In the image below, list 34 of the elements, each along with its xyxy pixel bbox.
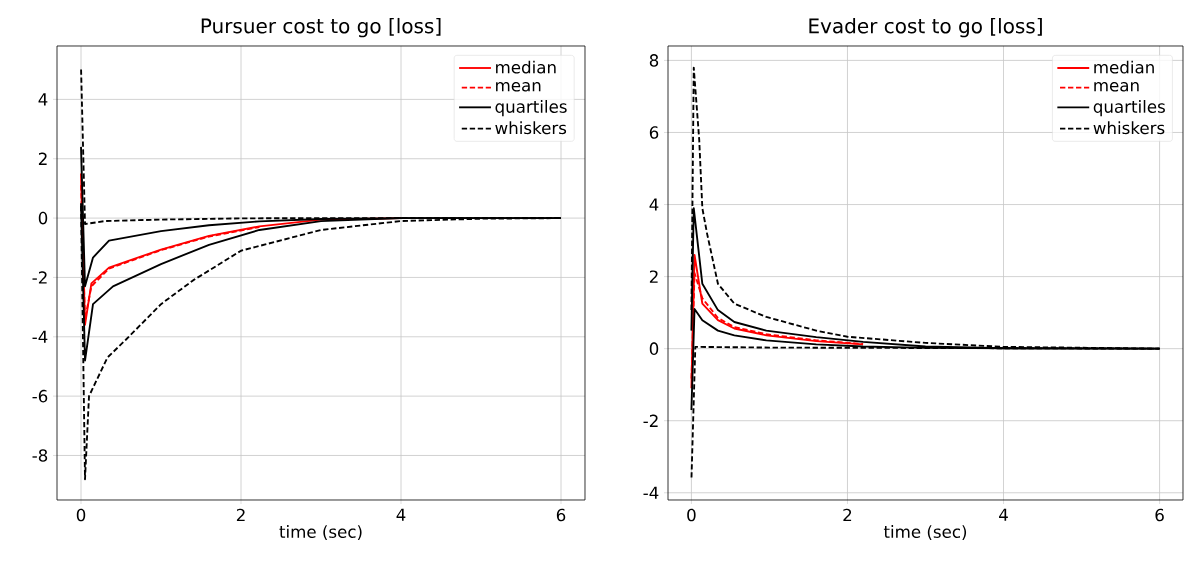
y-tick-label: -6 (32, 389, 48, 403)
y-tick-label: 4 (649, 198, 659, 211)
x-tick-label: 6 (1155, 508, 1164, 522)
x-tick-label: 6 (556, 508, 566, 522)
y-tick-label: -2 (32, 271, 47, 284)
legend-label: quartiles (1093, 100, 1165, 117)
y-tick-label: -4 (643, 486, 659, 499)
y-tick-label: 2 (649, 270, 658, 283)
x-axis-title: time (sec) (279, 525, 362, 540)
y-tick-label: 4 (38, 93, 48, 106)
y-tick-label: -8 (32, 449, 48, 462)
y-tick-label: 0 (38, 211, 48, 225)
legend-label: whiskers (1093, 121, 1165, 135)
x-tick-label: 4 (999, 508, 1008, 521)
y-tick-label: -2 (643, 414, 658, 427)
x-tick-label: 2 (843, 508, 852, 522)
legend-label: mean (1094, 82, 1139, 92)
y-tick-label: 2 (38, 152, 47, 165)
legend-label: median (1094, 60, 1154, 74)
x-axis-title: time (sec) (883, 525, 967, 540)
legend-label: quartiles (495, 99, 567, 117)
legend-label: mean (496, 82, 541, 92)
x-tick-label: 0 (76, 508, 86, 522)
x-tick-label: 0 (687, 508, 696, 522)
x-tick-label: 4 (396, 508, 406, 521)
y-tick-label: 0 (649, 342, 659, 355)
legend-label: whiskers (495, 121, 567, 135)
y-tick-label: 8 (649, 54, 659, 67)
chart-title: Evader cost to go [loss] (809, 17, 1042, 38)
y-tick-label: -4 (32, 330, 48, 343)
y-tick-label: 6 (649, 126, 659, 139)
legend-label: median (496, 60, 556, 74)
x-tick-label: 2 (236, 508, 245, 522)
chart-title: Pursuer cost to go [loss] (201, 17, 441, 38)
